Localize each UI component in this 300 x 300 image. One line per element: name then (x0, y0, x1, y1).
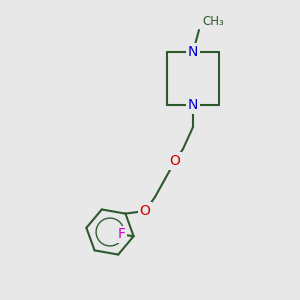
Text: CH₃: CH₃ (202, 15, 224, 28)
Text: F: F (118, 227, 126, 241)
Text: O: O (169, 154, 180, 168)
Text: O: O (140, 204, 150, 218)
Text: N: N (188, 98, 198, 112)
Text: N: N (188, 45, 198, 59)
